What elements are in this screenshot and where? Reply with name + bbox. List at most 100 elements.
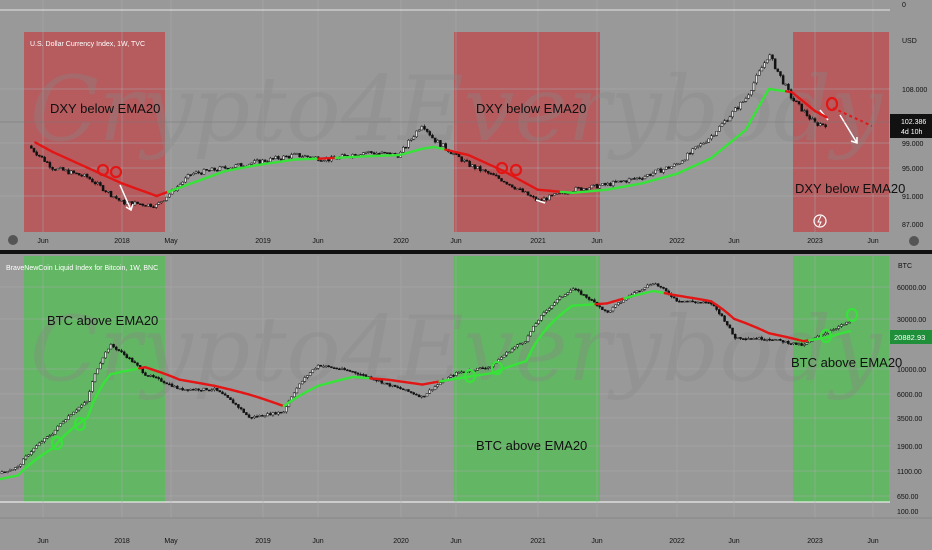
dxy-price-label: 95.000 — [902, 166, 924, 173]
candle-body — [524, 341, 527, 344]
candle-body — [797, 343, 801, 345]
candle-body — [409, 138, 413, 141]
candle-body — [263, 159, 267, 162]
candle-body — [208, 170, 211, 172]
candle-body — [728, 116, 732, 122]
dxy-time-axis[interactable] — [0, 232, 932, 250]
candle-body — [840, 324, 843, 327]
candle-body — [433, 137, 437, 143]
candle-body — [460, 156, 463, 162]
candle-body — [51, 433, 54, 436]
candle-body — [816, 122, 819, 126]
candle-body — [393, 384, 397, 387]
btc-time-label: Jun — [37, 538, 48, 545]
candle-body — [728, 324, 732, 329]
candle-body — [789, 89, 793, 99]
candle-body — [439, 140, 442, 147]
ema-segment — [819, 112, 828, 119]
btc-annotation-3: BTC above EMA20 — [791, 355, 902, 370]
candle-body — [821, 123, 825, 126]
candle-body — [258, 415, 261, 417]
candle-body — [680, 300, 684, 303]
candle-body — [553, 302, 556, 306]
candle-body — [688, 152, 692, 155]
panel-separator[interactable] — [0, 250, 932, 254]
btc-price-label: 6000.00 — [897, 392, 922, 399]
candle-body — [547, 308, 551, 311]
candle-body — [308, 372, 312, 376]
candle-body — [184, 177, 187, 183]
candle-body — [279, 158, 283, 161]
candle-body — [61, 167, 65, 171]
candle-body — [136, 201, 139, 204]
candle-body — [579, 290, 583, 295]
candle-body — [481, 169, 485, 172]
candle-body — [253, 416, 256, 419]
ema-segment — [103, 373, 112, 384]
scroll-left-icon[interactable] — [8, 235, 18, 245]
candle-body — [425, 128, 429, 132]
scroll-right-icon[interactable] — [909, 236, 919, 246]
candle-body — [255, 416, 259, 418]
candle-body — [649, 174, 652, 176]
candle-body — [768, 338, 771, 341]
btc-marker-circle — [73, 416, 87, 432]
candle-body — [14, 467, 17, 470]
btc-price-axis[interactable] — [890, 254, 932, 518]
ema-segment — [761, 87, 770, 101]
candle-body — [819, 123, 822, 126]
candle-body — [803, 110, 806, 112]
candle-body — [417, 129, 421, 132]
candle-body — [69, 170, 73, 175]
candle-body — [324, 365, 328, 368]
candle-body — [590, 184, 594, 189]
btc-marker-circle — [50, 435, 64, 451]
candle-body — [662, 286, 665, 289]
candle-body — [157, 377, 160, 379]
candle-body — [648, 284, 652, 287]
candle-body — [619, 180, 623, 183]
candle-body — [229, 397, 232, 400]
candle-body — [85, 400, 89, 403]
candle-body — [303, 155, 307, 158]
candle-body — [537, 320, 540, 324]
candle-body — [633, 178, 636, 180]
candle-body — [107, 348, 110, 353]
candle-body — [239, 407, 243, 410]
candle-body — [574, 288, 578, 291]
ema-segment — [709, 152, 719, 160]
candle-body — [29, 451, 33, 456]
candle-body — [290, 154, 293, 159]
btc-time-axis[interactable] — [0, 518, 932, 550]
candle-body — [231, 399, 235, 404]
candle-body — [356, 372, 360, 375]
candle-body — [771, 339, 774, 341]
candle-body — [396, 386, 400, 388]
candle-body — [569, 289, 572, 294]
ema-segment — [22, 463, 31, 471]
candle-body — [704, 301, 708, 304]
candle-body — [407, 140, 410, 148]
candle-body — [388, 383, 392, 387]
dxy-price-labels: 0 108.000 99.000 95.000 91.000 87.000 — [902, 2, 927, 229]
candle-body — [181, 181, 185, 185]
ema-segment — [51, 440, 60, 450]
candle-body — [319, 160, 323, 162]
candle-body — [696, 301, 700, 304]
btc-time-label: May — [164, 538, 178, 545]
candle-body — [731, 111, 734, 118]
lightning-icon[interactable] — [813, 214, 827, 228]
candle-body — [213, 167, 216, 171]
candle-body — [192, 173, 195, 176]
candle-body — [330, 366, 333, 368]
candle-body — [157, 202, 161, 205]
candle-body — [269, 413, 272, 416]
candle-body — [40, 155, 44, 158]
candle-body — [170, 383, 174, 387]
candle-body — [30, 145, 33, 149]
candle-body — [550, 305, 554, 309]
btc-shaded-zone-2 — [454, 256, 600, 502]
ema-segment — [796, 95, 805, 103]
candle-body — [146, 203, 150, 207]
candle-body — [476, 166, 479, 169]
